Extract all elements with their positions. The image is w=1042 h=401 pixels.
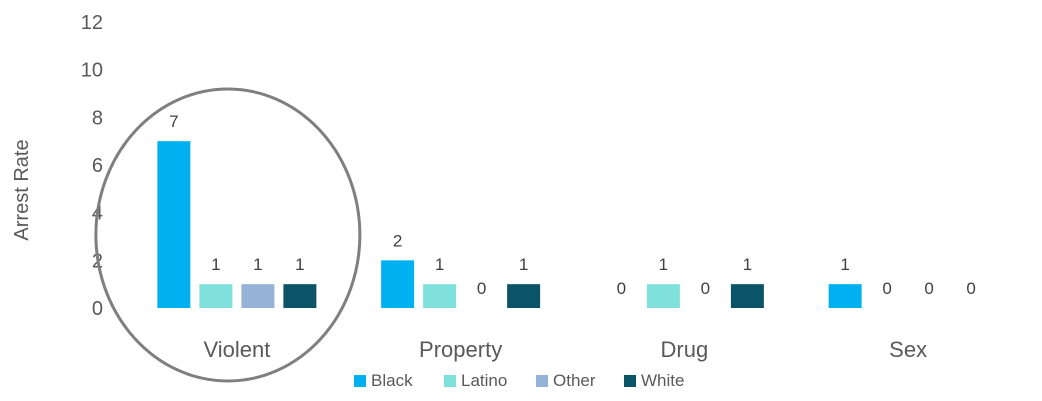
legend-label: Black <box>371 371 413 390</box>
data-label: 1 <box>253 255 262 274</box>
data-label: 1 <box>211 255 220 274</box>
legend-swatch-black <box>354 375 366 387</box>
bar-other-violent <box>241 284 275 308</box>
data-label: 1 <box>840 255 849 274</box>
data-label: 0 <box>882 279 891 298</box>
bar-black-property <box>381 260 415 308</box>
y-tick-label: 6 <box>92 155 103 177</box>
data-label: 0 <box>617 279 626 298</box>
y-axis-label-group: Arrest Rate <box>11 139 33 240</box>
data-label: 0 <box>701 279 710 298</box>
legend-label: Latino <box>461 371 507 390</box>
y-tick-label: 10 <box>81 60 103 82</box>
legend-swatch-white <box>624 375 636 387</box>
bar-white-property <box>507 284 541 308</box>
legend: Black Latino Other White <box>354 371 684 390</box>
category-label: Sex <box>889 337 927 362</box>
data-label: 1 <box>519 255 528 274</box>
category-label: Drug <box>661 337 709 362</box>
bar-latino-violent <box>199 284 233 308</box>
y-tick-label: 0 <box>92 298 103 320</box>
data-label: 2 <box>393 231 402 250</box>
bar-white-violent <box>283 284 317 308</box>
data-label: 1 <box>435 255 444 274</box>
data-label: 0 <box>924 279 933 298</box>
category-label: Violent <box>203 337 270 362</box>
bars <box>157 141 862 308</box>
legend-label: White <box>641 371 684 390</box>
bar-black-sex <box>828 284 862 308</box>
data-label: 0 <box>966 279 975 298</box>
bar-black-violent <box>157 141 191 308</box>
data-label: 1 <box>295 255 304 274</box>
category-label: Property <box>419 337 502 362</box>
legend-swatch-latino <box>444 375 456 387</box>
y-tick-label: 12 <box>81 12 103 34</box>
y-axis-label: Arrest Rate <box>11 139 33 240</box>
highlight-ellipse <box>94 87 362 383</box>
legend-swatch-other <box>536 375 548 387</box>
bar-white-drug <box>730 284 764 308</box>
y-tick-label: 8 <box>92 107 103 129</box>
data-label: 1 <box>743 255 752 274</box>
data-label: 7 <box>169 112 178 131</box>
data-label: 1 <box>659 255 668 274</box>
bar-latino-property <box>423 284 457 308</box>
category-labels: Violent Property Drug Sex <box>203 337 927 362</box>
annotations <box>94 87 362 383</box>
data-label: 0 <box>477 279 486 298</box>
bar-latino-drug <box>646 284 680 308</box>
legend-label: Other <box>553 371 596 390</box>
data-labels: 7 1 1 1 2 1 0 1 0 1 0 1 1 0 0 0 <box>169 112 976 298</box>
